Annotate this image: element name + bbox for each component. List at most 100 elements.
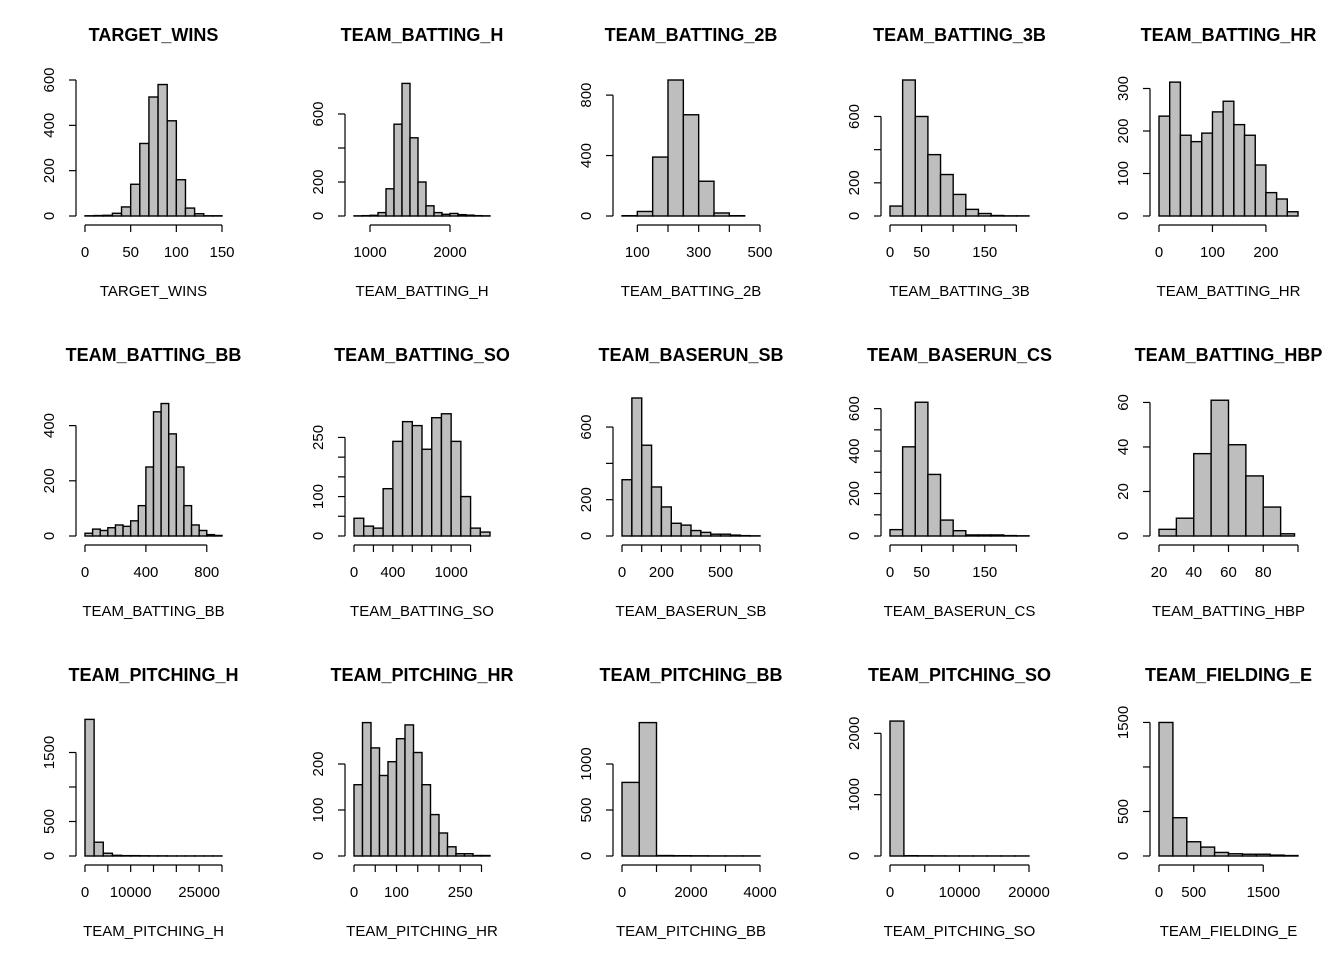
y-tick-label: 200: [310, 751, 327, 776]
histogram-bar: [697, 180, 715, 217]
histogram-bar: [190, 524, 200, 537]
y-tick-label: 500: [578, 797, 595, 822]
histogram-bar: [412, 751, 423, 857]
x-tick-label: 100: [164, 244, 189, 261]
histogram-bar: [438, 832, 449, 857]
histogram-bar: [670, 522, 682, 537]
histogram-bar: [1275, 198, 1289, 217]
histogram-bar: [1175, 517, 1195, 537]
x-tick-label: 150: [972, 244, 997, 261]
histogram-bar: [939, 519, 954, 537]
histogram-bar: [152, 411, 162, 537]
y-tick-label: 0: [310, 532, 327, 540]
histogram-bar: [369, 214, 379, 217]
histogram-bar: [682, 114, 700, 217]
x-tick-label: 25000: [178, 884, 220, 901]
x-tick-label: 100: [625, 244, 650, 261]
panel-title: TEAM_BATTING_SO: [334, 345, 510, 365]
histogram-bar: [1193, 452, 1212, 537]
histogram-bar: [353, 517, 365, 537]
panel-title: TEAM_PITCHING_SO: [868, 665, 1051, 685]
x-tick-label: 200: [1253, 244, 1278, 261]
histogram-bar: [137, 504, 147, 537]
x-axis-label: TEAM_FIELDING_E: [1160, 923, 1298, 940]
x-axis-label: TEAM_BATTING_HR: [1157, 283, 1301, 300]
histogram-bar: [1243, 134, 1256, 217]
histogram-panel: TEAM_BATTING_BB 0 400 800 0 200 400 TEAM_BATTIN…: [41, 345, 241, 620]
panel-title: TEAM_BATTING_3B: [873, 25, 1046, 45]
y-tick-label: 400: [41, 113, 58, 138]
panel-title: TEAM_PITCHING_HR: [330, 665, 513, 685]
x-tick-label: 10000: [110, 884, 152, 901]
histogram-bar: [184, 207, 196, 217]
y-tick-label: 0: [846, 532, 863, 540]
histogram-bar: [425, 205, 435, 217]
x-tick-label: 300: [686, 244, 711, 261]
x-tick-label: 0: [886, 884, 894, 901]
histogram-bar: [990, 534, 1005, 537]
y-tick-label: 0: [310, 212, 327, 220]
x-tick-label: 20: [1151, 564, 1168, 581]
x-tick-label: 200: [649, 564, 674, 581]
histogram-bar: [395, 738, 406, 857]
y-tick-label: 100: [310, 484, 327, 509]
histogram-bar: [450, 440, 462, 537]
histogram-bar: [1245, 475, 1264, 537]
y-tick-label: 0: [846, 852, 863, 860]
histogram-panel: TEAM_PITCHING_SO 0 10000 20000 0 1000 2000 TEAM…: [846, 665, 1051, 940]
histogram-bar: [927, 473, 942, 537]
histogram-bar: [382, 487, 394, 537]
histogram-bar: [114, 524, 124, 537]
histogram-bar: [1190, 140, 1203, 217]
y-tick-label: 600: [310, 101, 327, 126]
x-tick-label: 0: [81, 564, 89, 581]
histogram-bar: [99, 529, 109, 537]
histogram-bar: [213, 534, 223, 537]
y-tick-label: 1500: [1115, 706, 1132, 739]
histogram-bar: [102, 214, 114, 217]
x-axis-label: TEAM_PITCHING_SO: [884, 923, 1036, 940]
y-tick-label: 800: [578, 83, 595, 108]
y-tick-label: 0: [1115, 212, 1132, 220]
x-tick-label: 0: [350, 884, 358, 901]
x-tick-label: 0: [1155, 884, 1163, 901]
histogram-bar: [631, 397, 643, 537]
histogram-bar: [927, 153, 942, 217]
histogram-bar: [378, 774, 389, 857]
y-tick-label: 20: [1115, 483, 1132, 500]
histogram-bar: [901, 79, 916, 217]
x-axis-label: TEAM_PITCHING_BB: [616, 923, 766, 940]
histogram-bar: [1227, 853, 1244, 857]
histogram-bar: [431, 417, 443, 537]
histogram-bar: [965, 534, 980, 537]
histogram-bar: [193, 213, 205, 217]
x-axis-label: TARGET_WINS: [100, 283, 207, 300]
histogram-bar: [457, 213, 467, 217]
y-tick-label: 60: [1115, 394, 1132, 411]
panel-title: TEAM_PITCHING_H: [68, 665, 238, 685]
histogram-bar: [1172, 817, 1188, 857]
x-tick-label: 800: [194, 564, 219, 581]
histogram-bar: [1269, 854, 1285, 857]
panel-title: TARGET_WINS: [89, 25, 219, 45]
histogram-bar: [690, 529, 702, 537]
histogram-panel: TEAM_BATTING_3B 0 50 150 0 200 600 TEAM_BATTING…: [846, 25, 1046, 300]
histogram-bar: [372, 527, 384, 537]
histogram-bar: [449, 212, 459, 217]
x-tick-label: 2000: [433, 244, 466, 261]
histogram-bar: [636, 210, 654, 217]
histogram-bar: [401, 82, 411, 217]
histogram-panel: TEAM_BASERUN_SB 0 200 500 0 200 600 TEAM_BASERU…: [578, 345, 784, 620]
x-tick-label: 0: [350, 564, 358, 581]
histogram-bar: [1279, 533, 1296, 537]
y-tick-label: 200: [1115, 118, 1132, 143]
x-axis-label: TEAM_BATTING_3B: [889, 283, 1030, 300]
y-tick-label: 600: [846, 396, 863, 421]
histogram-panel: TARGET_WINS 0 50 100 150 0 200 400 600 TARGET_WIN…: [41, 25, 235, 300]
x-tick-label: 0: [81, 884, 89, 901]
histogram-bar: [1222, 100, 1235, 217]
histogram-bar: [168, 433, 178, 537]
histogram-bar: [1199, 846, 1216, 857]
y-tick-label: 200: [310, 169, 327, 194]
histogram-panel: TEAM_BATTING_H 1000 2000 0 200 600 TEAM_BATTIN…: [310, 25, 503, 300]
